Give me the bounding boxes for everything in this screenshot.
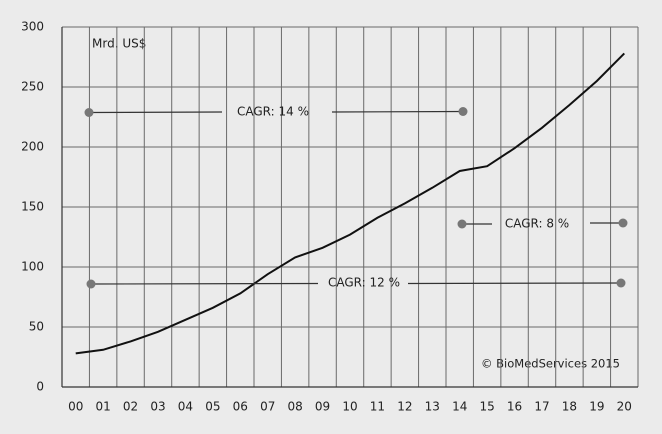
annotation-line (331, 110, 464, 113)
y-tick-label: 300 (21, 20, 44, 34)
annotation-dot (86, 279, 96, 289)
annotation-dot (458, 107, 468, 116)
annotation-label: CAGR: 8 % (505, 217, 569, 231)
annotation-14: CAGR: 14 % (84, 105, 468, 119)
x-tick-label: 19 (589, 400, 604, 414)
y-tick-label: 250 (21, 80, 44, 94)
x-tick-label: 06 (233, 400, 248, 414)
x-tick-label: 12 (397, 400, 412, 414)
annotation-line (90, 282, 319, 285)
annotation-line (407, 282, 622, 285)
annotation-dot (616, 278, 626, 288)
x-tick-label: 15 (480, 400, 495, 414)
y-axis-label: Mrd. US$ (92, 37, 146, 51)
annotation-dot (84, 108, 94, 117)
y-tick-label: 0 (36, 380, 44, 394)
x-tick-label: 11 (370, 400, 385, 414)
annotation-8: CAGR: 8 % (457, 217, 628, 231)
line-series (75, 52, 625, 355)
x-tick-label: 10 (342, 400, 357, 414)
x-tick-label: 04 (178, 400, 193, 414)
annotation-line (88, 111, 223, 114)
x-tick-label: 14 (452, 400, 467, 414)
y-tick-label: 100 (21, 260, 44, 274)
y-tick-label: 150 (21, 200, 44, 214)
annotation-12: CAGR: 12 % (86, 276, 626, 290)
x-tick-label: 18 (562, 400, 577, 414)
x-tick-label: 05 (205, 400, 220, 414)
x-tick-label: 09 (315, 400, 330, 414)
annotation-label: CAGR: 12 % (328, 276, 400, 290)
source: © BioMedServices 2015 (481, 357, 620, 371)
x-tick-label: 07 (260, 400, 275, 414)
x-tick-label: 17 (534, 400, 549, 414)
y-tick-label: 200 (21, 140, 44, 154)
annotation-dot (618, 218, 628, 228)
x-tick-label: 00 (68, 400, 83, 414)
x-tick-label: 08 (288, 400, 303, 414)
annotation-dot (457, 219, 467, 229)
x-tick-label: 16 (507, 400, 522, 414)
x-tick-label: 20 (617, 400, 632, 414)
x-tick-label: 03 (150, 400, 165, 414)
x-tick-label: 13 (425, 400, 440, 414)
y-tick-label: 50 (29, 320, 44, 334)
x-tick-label: 02 (123, 400, 138, 414)
annotation-label: CAGR: 14 % (237, 105, 309, 119)
x-tick-label: 01 (96, 400, 111, 414)
